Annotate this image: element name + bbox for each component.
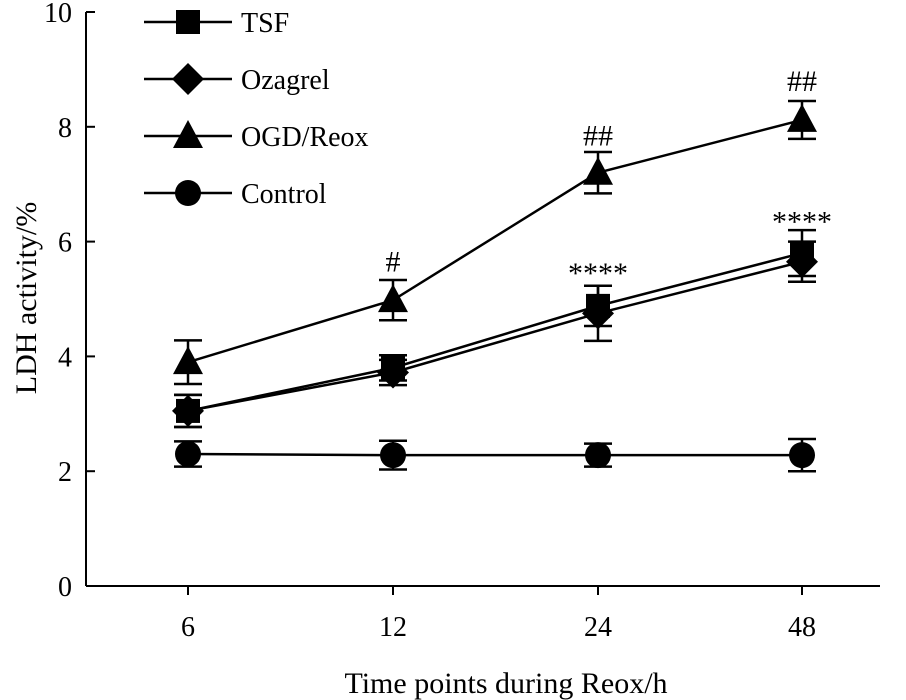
y-tick-label: 8 [58, 113, 72, 144]
legend-marker-ozagrel [172, 63, 204, 95]
series-control [174, 437, 816, 473]
legend-marker-tsf [176, 10, 200, 34]
y-tick-label: 2 [58, 457, 72, 488]
annotations-layer: #####******** [386, 65, 833, 290]
legend-label: TSF [241, 8, 289, 39]
series-line-ozagrel [187, 260, 803, 413]
x-tick-label: 24 [584, 612, 612, 643]
series-line-tsf [187, 251, 803, 413]
series-ozagrel [172, 240, 818, 429]
data-point-ozagrel [172, 394, 204, 427]
significance-mark: ## [787, 65, 817, 98]
legend-marker-ogd-reox [173, 120, 203, 148]
legend-item-control: Control [144, 179, 327, 210]
data-point-control [380, 442, 406, 469]
legend-label: OGD/Reox [241, 122, 369, 153]
data-point-ozagrel [786, 245, 818, 278]
series-ogd-reox [173, 99, 817, 386]
significance-mark: # [386, 246, 401, 279]
data-point-control [585, 442, 611, 469]
x-tick-label: 48 [788, 612, 816, 643]
significance-mark: ## [583, 119, 613, 152]
y-tick-label: 4 [58, 342, 72, 373]
y-tick-label: 0 [58, 572, 72, 603]
legend-item-ozagrel: Ozagrel [144, 63, 330, 96]
significance-mark: **** [568, 257, 628, 290]
axes-layer [85, 12, 880, 587]
data-point-ozagrel [582, 297, 614, 330]
data-point-ozagrel [377, 356, 409, 389]
y-axis-title: LDH activity/% [10, 202, 43, 394]
legend-item-tsf: TSF [144, 8, 289, 39]
legend-label: Control [241, 179, 327, 210]
data-point-ogd-reox [787, 103, 817, 132]
x-tick-label: 12 [379, 612, 407, 643]
x-axis-title: Time points during Reox/h [344, 667, 667, 700]
data-point-control [789, 442, 815, 469]
series-line-control [187, 452, 802, 457]
legend-item-ogd-reox: OGD/Reox [144, 120, 369, 153]
data-point-ogd-reox [173, 346, 203, 375]
y-tick-label: 10 [44, 0, 72, 29]
series-line-ogd-reox [187, 118, 803, 364]
legend-label: Ozagrel [241, 65, 330, 96]
y-tick-label: 6 [58, 228, 72, 259]
data-point-ogd-reox [583, 156, 613, 185]
data-point-ogd-reox [378, 284, 408, 313]
significance-mark: **** [772, 206, 832, 239]
series-tsf [174, 228, 816, 429]
legend-marker-control [175, 180, 201, 206]
data-point-control [175, 440, 201, 467]
legend: TSF Ozagrel OGD/Reox Control [144, 8, 369, 210]
series-layer [172, 99, 818, 473]
x-tick-label: 6 [181, 612, 195, 643]
